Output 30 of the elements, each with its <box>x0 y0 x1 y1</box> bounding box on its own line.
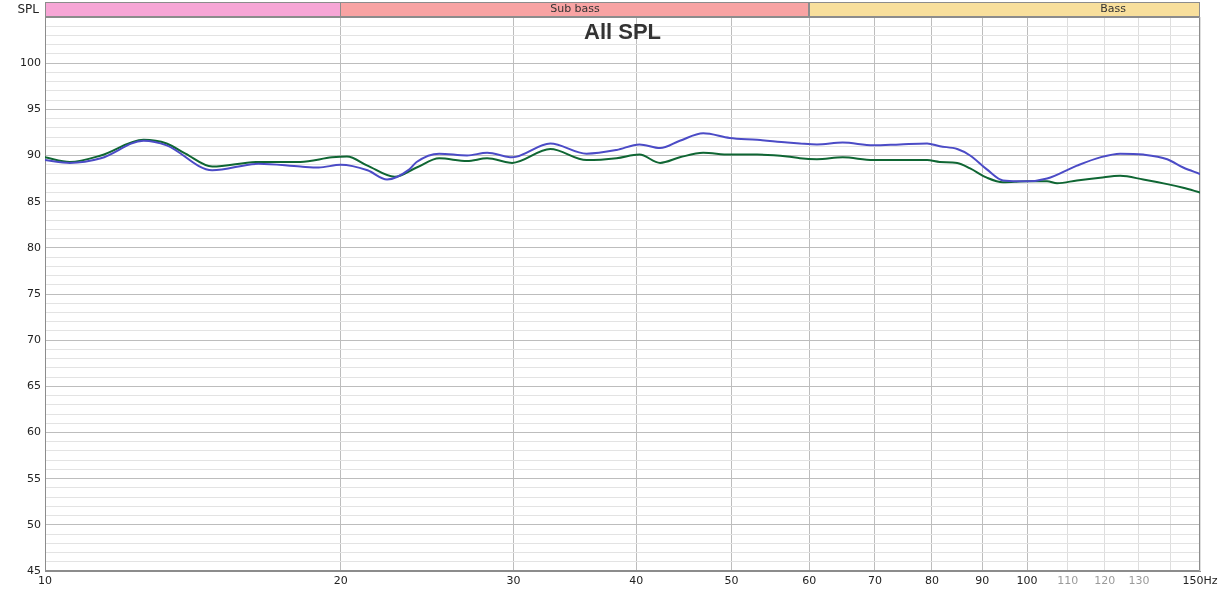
y-tick-label: 60 <box>27 425 41 439</box>
x-tick-label: 100 <box>1016 574 1038 588</box>
y-tick-label: 65 <box>27 379 41 393</box>
x-tick-label: 40 <box>629 574 644 588</box>
x-tick-label: 20 <box>333 574 348 588</box>
y-tick-label: 75 <box>27 286 41 300</box>
y-tick-label: 55 <box>27 471 41 485</box>
x-tick-label: 110 <box>1057 574 1079 588</box>
y-tick-label: 80 <box>27 240 41 254</box>
x-tick-label: 80 <box>924 574 939 588</box>
x-tick-label: 50 <box>724 574 739 588</box>
y-tick-label: 50 <box>27 517 41 531</box>
x-tick-label: 150Hz <box>1182 574 1218 588</box>
text: Sub bass <box>550 2 600 17</box>
y-tick-label: 45 <box>27 563 41 577</box>
y-tick-label: 95 <box>27 102 41 116</box>
x-tick-label: 130 <box>1128 574 1150 588</box>
text: Bass <box>1100 2 1126 17</box>
y-tick-label: 100 <box>20 56 41 70</box>
y-tick-label: 90 <box>27 148 41 162</box>
x-tick-label: 60 <box>802 574 817 588</box>
x-tick-label: 120 <box>1094 574 1116 588</box>
chart-title: All SPL <box>583 19 662 45</box>
x-tick-label: 70 <box>867 574 882 588</box>
x-tick-label: 10 <box>38 574 52 588</box>
y-axis-title: SPL <box>17 1 40 16</box>
x-tick-label: 90 <box>975 574 990 588</box>
y-tick-label: 70 <box>27 333 41 347</box>
y-tick-label: 85 <box>27 194 41 208</box>
x-tick-label: 30 <box>506 574 521 588</box>
